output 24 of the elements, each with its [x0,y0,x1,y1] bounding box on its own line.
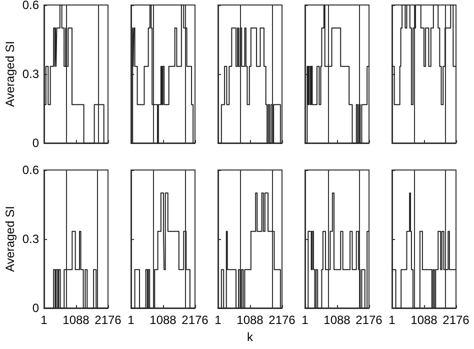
x-axis-title: k [247,330,254,344]
x-tick-label: 1088 [236,313,264,327]
x-tick-label: 1 [388,313,396,327]
x-tick-label: 2176 [182,313,209,327]
y-axis-title: Averaged SI [3,206,17,272]
y-tick-label: 0 [32,301,40,315]
y-axis-title: Averaged SI [3,41,17,107]
x-tick-label: 1088 [150,313,177,327]
x-tick-label: 1 [214,313,222,327]
x-tick-label: 1088 [62,313,90,327]
x-tick-label: 1088 [410,313,438,327]
x-tick-label: 1 [128,313,135,327]
y-tick-label: 0.3 [22,232,40,246]
x-tick-label: 2176 [442,313,470,327]
x-tick-label: 1088 [324,313,351,327]
x-tick-label: 2176 [356,313,383,327]
x-tick-label: 1 [302,313,309,327]
y-tick-label: 0.6 [22,163,40,177]
y-tick-label: 0 [32,136,40,150]
y-tick-label: 0.3 [22,67,40,81]
x-tick-label: 1 [40,313,48,327]
x-tick-label: 2176 [94,313,122,327]
x-tick-label: 2176 [268,313,296,327]
y-tick-label: 0.6 [22,0,40,12]
